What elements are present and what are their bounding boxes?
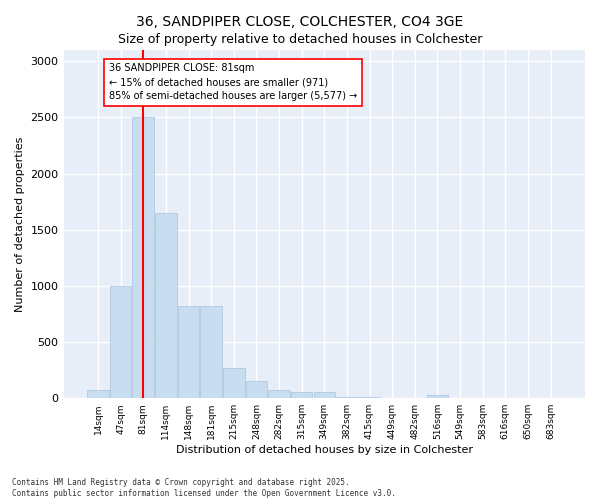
Bar	[336, 397, 358, 398]
Bar	[223, 368, 245, 398]
Bar	[133, 118, 154, 398]
Bar	[268, 390, 290, 398]
Bar	[359, 397, 380, 398]
Bar	[155, 213, 176, 398]
Bar	[427, 396, 448, 398]
Text: Contains HM Land Registry data © Crown copyright and database right 2025.
Contai: Contains HM Land Registry data © Crown c…	[12, 478, 396, 498]
Bar	[200, 306, 222, 398]
Text: 36, SANDPIPER CLOSE, COLCHESTER, CO4 3GE: 36, SANDPIPER CLOSE, COLCHESTER, CO4 3GE	[136, 15, 464, 29]
X-axis label: Distribution of detached houses by size in Colchester: Distribution of detached houses by size …	[176, 445, 473, 455]
Bar	[110, 286, 131, 398]
Bar	[314, 392, 335, 398]
Text: 36 SANDPIPER CLOSE: 81sqm
← 15% of detached houses are smaller (971)
85% of semi: 36 SANDPIPER CLOSE: 81sqm ← 15% of detac…	[109, 64, 358, 102]
Bar	[178, 306, 199, 398]
Bar	[87, 390, 109, 398]
Bar	[291, 392, 313, 398]
Text: Size of property relative to detached houses in Colchester: Size of property relative to detached ho…	[118, 32, 482, 46]
Bar	[245, 381, 267, 398]
Y-axis label: Number of detached properties: Number of detached properties	[15, 136, 25, 312]
